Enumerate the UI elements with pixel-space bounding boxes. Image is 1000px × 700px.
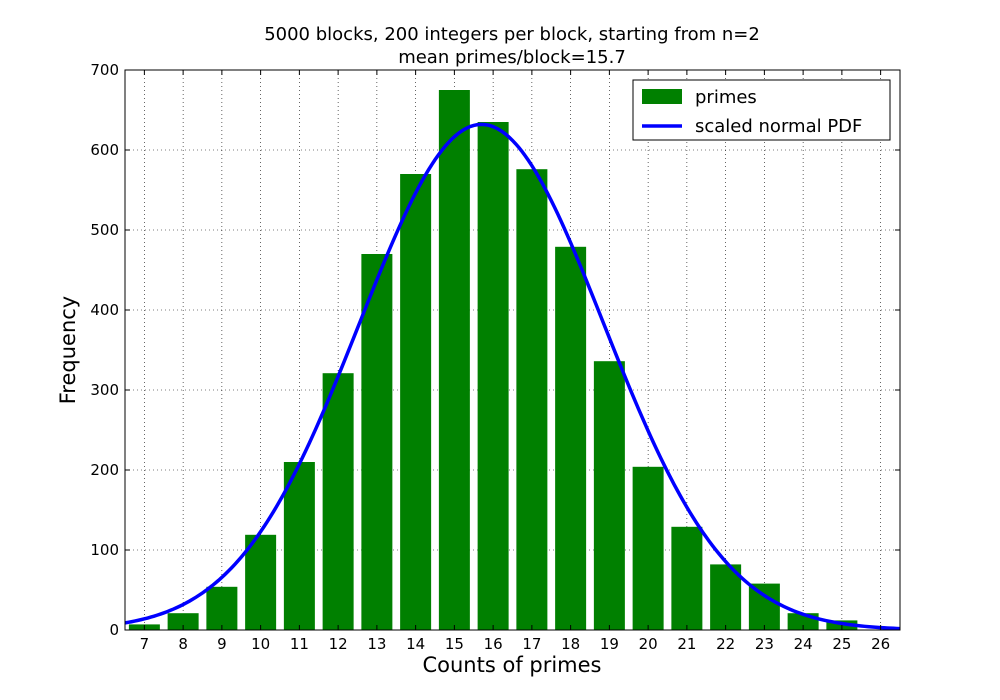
bar-8 [167, 613, 199, 630]
chart-title-line-1: 5000 blocks, 200 integers per block, sta… [264, 24, 760, 45]
x-tick-label: 9 [217, 635, 227, 653]
legend-label-primes: primes [695, 87, 757, 108]
x-tick-label: 19 [600, 635, 619, 653]
y-tick-label: 300 [90, 381, 119, 399]
y-tick-label: 0 [109, 621, 119, 639]
bar-19 [593, 361, 625, 630]
y-axis-label: Frequency [56, 296, 80, 405]
y-tick-label: 600 [90, 141, 119, 159]
x-tick-label: 17 [522, 635, 541, 653]
x-tick-label: 18 [561, 635, 580, 653]
legend-label-pdf: scaled normal PDF [695, 116, 862, 137]
grid-lines [125, 70, 900, 630]
bar-18 [555, 246, 587, 631]
y-tick-label: 500 [90, 221, 119, 239]
x-tick-label: 20 [639, 635, 658, 653]
x-tick-label: 16 [484, 635, 503, 653]
y-tick-label: 100 [90, 541, 119, 559]
bar-17 [516, 169, 548, 630]
bar-21 [671, 526, 703, 630]
x-tick-label: 12 [329, 635, 348, 653]
bar-13 [361, 254, 393, 630]
x-tick-label: 11 [290, 635, 309, 653]
x-tick-label: 7 [140, 635, 150, 653]
bar-12 [322, 373, 354, 630]
bars-primes [128, 90, 858, 631]
legend-swatch-primes [642, 89, 682, 104]
x-tick-label: 10 [251, 635, 270, 653]
y-tick-label: 700 [90, 61, 119, 79]
y-tick-label: 200 [90, 461, 119, 479]
axis-ticks: 7 8 9 10 11 12 13 14 15 16 17 18 19 20 21 22 23 24 25 26 0 10… [90, 61, 900, 653]
bar-10 [245, 534, 277, 630]
x-tick-label: 21 [677, 635, 696, 653]
x-tick-label: 25 [832, 635, 851, 653]
x-tick-label: 22 [716, 635, 735, 653]
bar-15 [438, 90, 470, 630]
bar-23 [748, 583, 780, 630]
x-tick-label: 26 [871, 635, 890, 653]
y-tick-label: 400 [90, 301, 119, 319]
x-tick-label: 13 [367, 635, 386, 653]
x-tick-label: 8 [178, 635, 188, 653]
bar-14 [400, 174, 432, 630]
bar-11 [283, 462, 315, 630]
pdf-line [124, 122, 901, 631]
x-tick-label: 14 [406, 635, 425, 653]
legend: primes scaled normal PDF [632, 79, 891, 141]
bar-20 [632, 466, 664, 630]
chart-title-line-2: mean primes/block=15.7 [398, 47, 626, 68]
bar-16 [477, 122, 509, 630]
bar-22 [710, 564, 742, 630]
bar-9 [206, 586, 238, 630]
plot-frame [124, 69, 901, 631]
x-axis-label: Counts of primes [422, 653, 601, 677]
x-tick-label: 15 [445, 635, 464, 653]
normal-pdf-curve [124, 122, 901, 631]
x-tick-label: 23 [755, 635, 774, 653]
x-tick-label: 24 [794, 635, 813, 653]
